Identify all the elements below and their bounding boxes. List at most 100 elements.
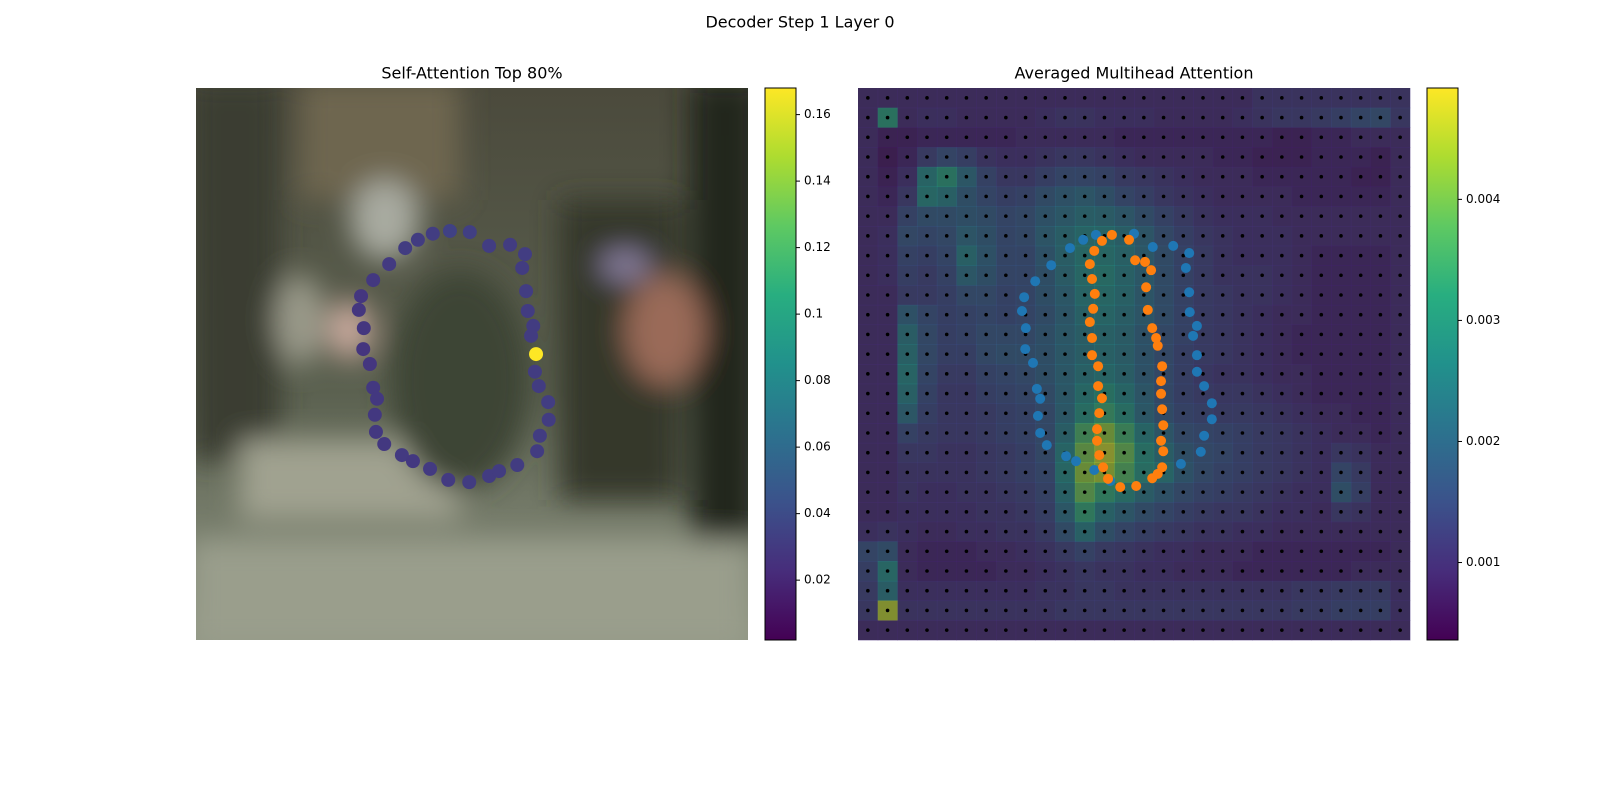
grid-dot <box>1142 214 1146 218</box>
grid-dot <box>925 549 929 554</box>
point <box>1115 482 1126 493</box>
grid-dot <box>1181 96 1186 100</box>
grid-dot <box>1102 352 1107 356</box>
grid-dot <box>1023 214 1028 218</box>
grid-dot <box>1082 569 1087 573</box>
grid-dot <box>905 510 910 514</box>
grid-dot <box>1398 273 1402 278</box>
grid-dot <box>1181 194 1186 199</box>
grid-dot <box>1220 549 1225 554</box>
grid-dot <box>1201 96 1205 100</box>
grid-dot <box>1181 450 1186 455</box>
grid-dot <box>984 588 988 593</box>
grid-dot <box>1260 312 1264 317</box>
grid-dot <box>1260 273 1264 278</box>
grid-dot <box>1339 431 1343 435</box>
point <box>1087 333 1098 344</box>
grid-dot <box>1260 352 1264 356</box>
grid-dot <box>1142 293 1146 297</box>
grid-dot <box>1043 115 1048 120</box>
grid-dot <box>1004 332 1008 337</box>
grid-dot <box>1378 234 1383 238</box>
grid-dot <box>1201 470 1205 475</box>
grid-dot <box>1161 155 1166 159</box>
grid-dot <box>1358 529 1363 534</box>
grid-dot <box>1201 608 1205 613</box>
attention-point <box>394 448 409 463</box>
attention-point <box>366 273 381 288</box>
grid-dot <box>885 431 890 435</box>
grid-dot <box>964 352 969 356</box>
grid-dot <box>1063 194 1067 199</box>
grid-dot <box>1063 372 1067 376</box>
grid-dot <box>866 214 870 218</box>
grid-dot <box>1339 312 1343 317</box>
grid-dot <box>1339 155 1343 159</box>
grid-dot <box>1358 549 1363 554</box>
grid-dot <box>1339 332 1343 337</box>
grid-dot <box>866 391 870 396</box>
grid-dot <box>885 135 890 140</box>
grid-dot <box>1280 450 1284 455</box>
grid-dot <box>1378 391 1383 396</box>
grid-dot <box>1339 253 1343 258</box>
grid-dot <box>905 470 910 475</box>
grid-dot <box>866 431 870 435</box>
grid-dot <box>1378 332 1383 337</box>
attention-point <box>367 407 382 422</box>
grid-dot <box>1142 608 1146 613</box>
grid-dot <box>1378 135 1383 140</box>
grid-dot <box>1358 372 1363 376</box>
grid-dot <box>1201 628 1205 632</box>
grid-dot <box>1358 352 1363 356</box>
grid-dot <box>1063 135 1067 140</box>
grid-dot <box>1260 549 1264 554</box>
grid-dot <box>1319 174 1324 179</box>
grid-dot <box>984 529 988 534</box>
grid-dot <box>1220 529 1225 534</box>
grid-dot <box>984 391 988 396</box>
grid-dot <box>1043 490 1048 494</box>
grid-dot <box>1142 510 1146 514</box>
grid-dot <box>1398 194 1402 199</box>
grid-dot <box>964 135 969 140</box>
grid-dot <box>1319 431 1324 435</box>
grid-dot <box>1181 115 1186 120</box>
grid-dot <box>1122 411 1126 416</box>
point <box>1168 240 1179 251</box>
grid-dot <box>1339 608 1343 613</box>
grid-dot <box>1299 510 1304 514</box>
grid-dot <box>925 588 929 593</box>
grid-dot <box>1142 431 1146 435</box>
attention-point <box>527 364 542 379</box>
grid-dot <box>984 411 988 416</box>
grid-dot <box>885 450 890 455</box>
grid-dot <box>1378 214 1383 218</box>
grid-dot <box>1398 372 1402 376</box>
grid-dot <box>1043 529 1048 534</box>
grid-dot <box>1004 372 1008 376</box>
grid-dot <box>1280 352 1284 356</box>
grid-dot <box>1378 450 1383 455</box>
point <box>1096 235 1107 246</box>
grid-dot <box>1102 569 1107 573</box>
grid-dot <box>1260 529 1264 534</box>
grid-dot <box>1378 411 1383 416</box>
grid-dot <box>1181 293 1186 297</box>
grid-dot <box>1122 253 1126 258</box>
grid-dot <box>866 96 870 100</box>
grid-dot <box>1358 194 1363 199</box>
point <box>1071 456 1082 467</box>
grid-dot <box>984 470 988 475</box>
grid-dot <box>1161 549 1166 554</box>
grid-dot <box>1358 96 1363 100</box>
point <box>1157 361 1168 372</box>
grid-dot <box>1023 549 1028 554</box>
grid-dot <box>1142 391 1146 396</box>
grid-dot <box>1181 490 1186 494</box>
grid-dot <box>1004 391 1008 396</box>
grid-dot <box>866 115 870 120</box>
grid-dot <box>1043 588 1048 593</box>
